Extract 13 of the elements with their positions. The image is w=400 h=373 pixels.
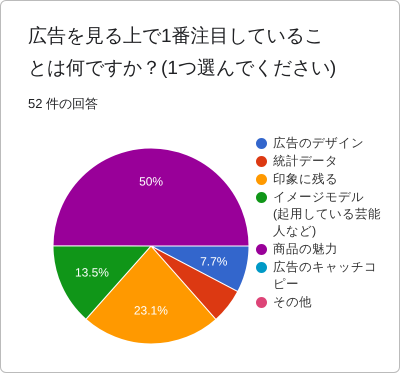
legend-label: 商品の魅力 <box>273 241 338 258</box>
data-label: 13.5% <box>74 265 110 280</box>
chart-title: 広告を見る上で1番注目していることは何ですか？(1つ選んでください) <box>27 25 338 81</box>
chart-subtitle: 52 件の回答 <box>27 95 100 113</box>
legend-label: 広告のデザイン <box>273 135 364 152</box>
legend-label: 印象に残る <box>273 171 338 188</box>
data-label: 50% <box>139 174 164 188</box>
data-label: 7.7% <box>200 254 228 268</box>
legend-label: イメージモデル (起用している芸能人など) <box>273 189 382 240</box>
legend-label: その他 <box>273 294 312 311</box>
legend-label: 広告のキャッチコピー <box>273 259 378 293</box>
legend-label: 統計データ <box>273 153 338 170</box>
data-label: 23.1% <box>134 304 168 318</box>
